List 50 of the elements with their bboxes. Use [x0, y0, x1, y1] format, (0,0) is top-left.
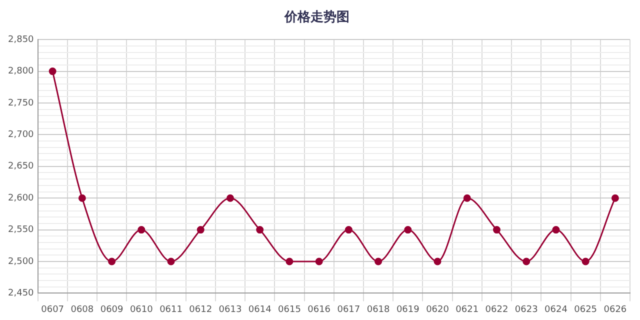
- point: [582, 258, 590, 266]
- x-tick-label: 0613: [218, 304, 242, 315]
- x-tick-label: 0610: [130, 304, 154, 315]
- point: [492, 226, 500, 234]
- point: [108, 258, 116, 266]
- x-tick-label: 0622: [485, 304, 508, 315]
- point: [434, 258, 442, 266]
- x-tick-label: 0625: [574, 304, 598, 315]
- point: [196, 226, 204, 234]
- point: [552, 226, 560, 234]
- x-tick-label: 0612: [189, 304, 212, 315]
- point: [463, 194, 471, 202]
- point: [611, 194, 619, 202]
- y-tick-label: 2,800: [8, 66, 34, 77]
- y-tick-label: 2,600: [8, 193, 34, 204]
- y-tick-label: 2,650: [8, 162, 34, 172]
- y-tick-label: 2,500: [8, 256, 34, 267]
- point: [226, 194, 234, 202]
- x-tick-label: 0624: [544, 304, 568, 315]
- x-tick-label: 0616: [308, 304, 331, 315]
- y-tick-label: 2,550: [8, 225, 34, 236]
- x-tick-label: 0621: [456, 304, 479, 315]
- y-tick-label: 2,750: [8, 98, 34, 108]
- x-tick-label: 0626: [604, 304, 627, 315]
- x-tick-label: 0619: [396, 304, 420, 315]
- x-tick-label: 0620: [426, 304, 450, 315]
- x-tick-label: 0617: [337, 304, 360, 315]
- y-tick-label: 2,450: [8, 288, 34, 299]
- point: [344, 226, 352, 234]
- x-tick-label: 0608: [70, 304, 94, 315]
- point: [138, 226, 146, 234]
- point: [374, 258, 382, 266]
- chart-title: 价格走势图: [284, 9, 350, 26]
- x-tick-label: 0607: [41, 304, 64, 315]
- point: [315, 258, 323, 266]
- x-tick-label: 0611: [160, 304, 182, 315]
- point: [256, 226, 264, 234]
- y-tick-label: 2,850: [8, 34, 34, 45]
- y-tick-label: 2,700: [8, 130, 34, 140]
- point: [286, 258, 294, 266]
- x-tick-label: 0609: [100, 304, 124, 315]
- point: [522, 258, 530, 266]
- point: [78, 194, 86, 202]
- point: [404, 226, 412, 234]
- point: [167, 258, 175, 266]
- x-tick-label: 0623: [514, 304, 538, 315]
- x-tick-label: 0618: [366, 304, 390, 315]
- point: [48, 68, 56, 76]
- x-tick-label: 0615: [278, 304, 301, 315]
- x-tick-label: 0614: [248, 304, 272, 315]
